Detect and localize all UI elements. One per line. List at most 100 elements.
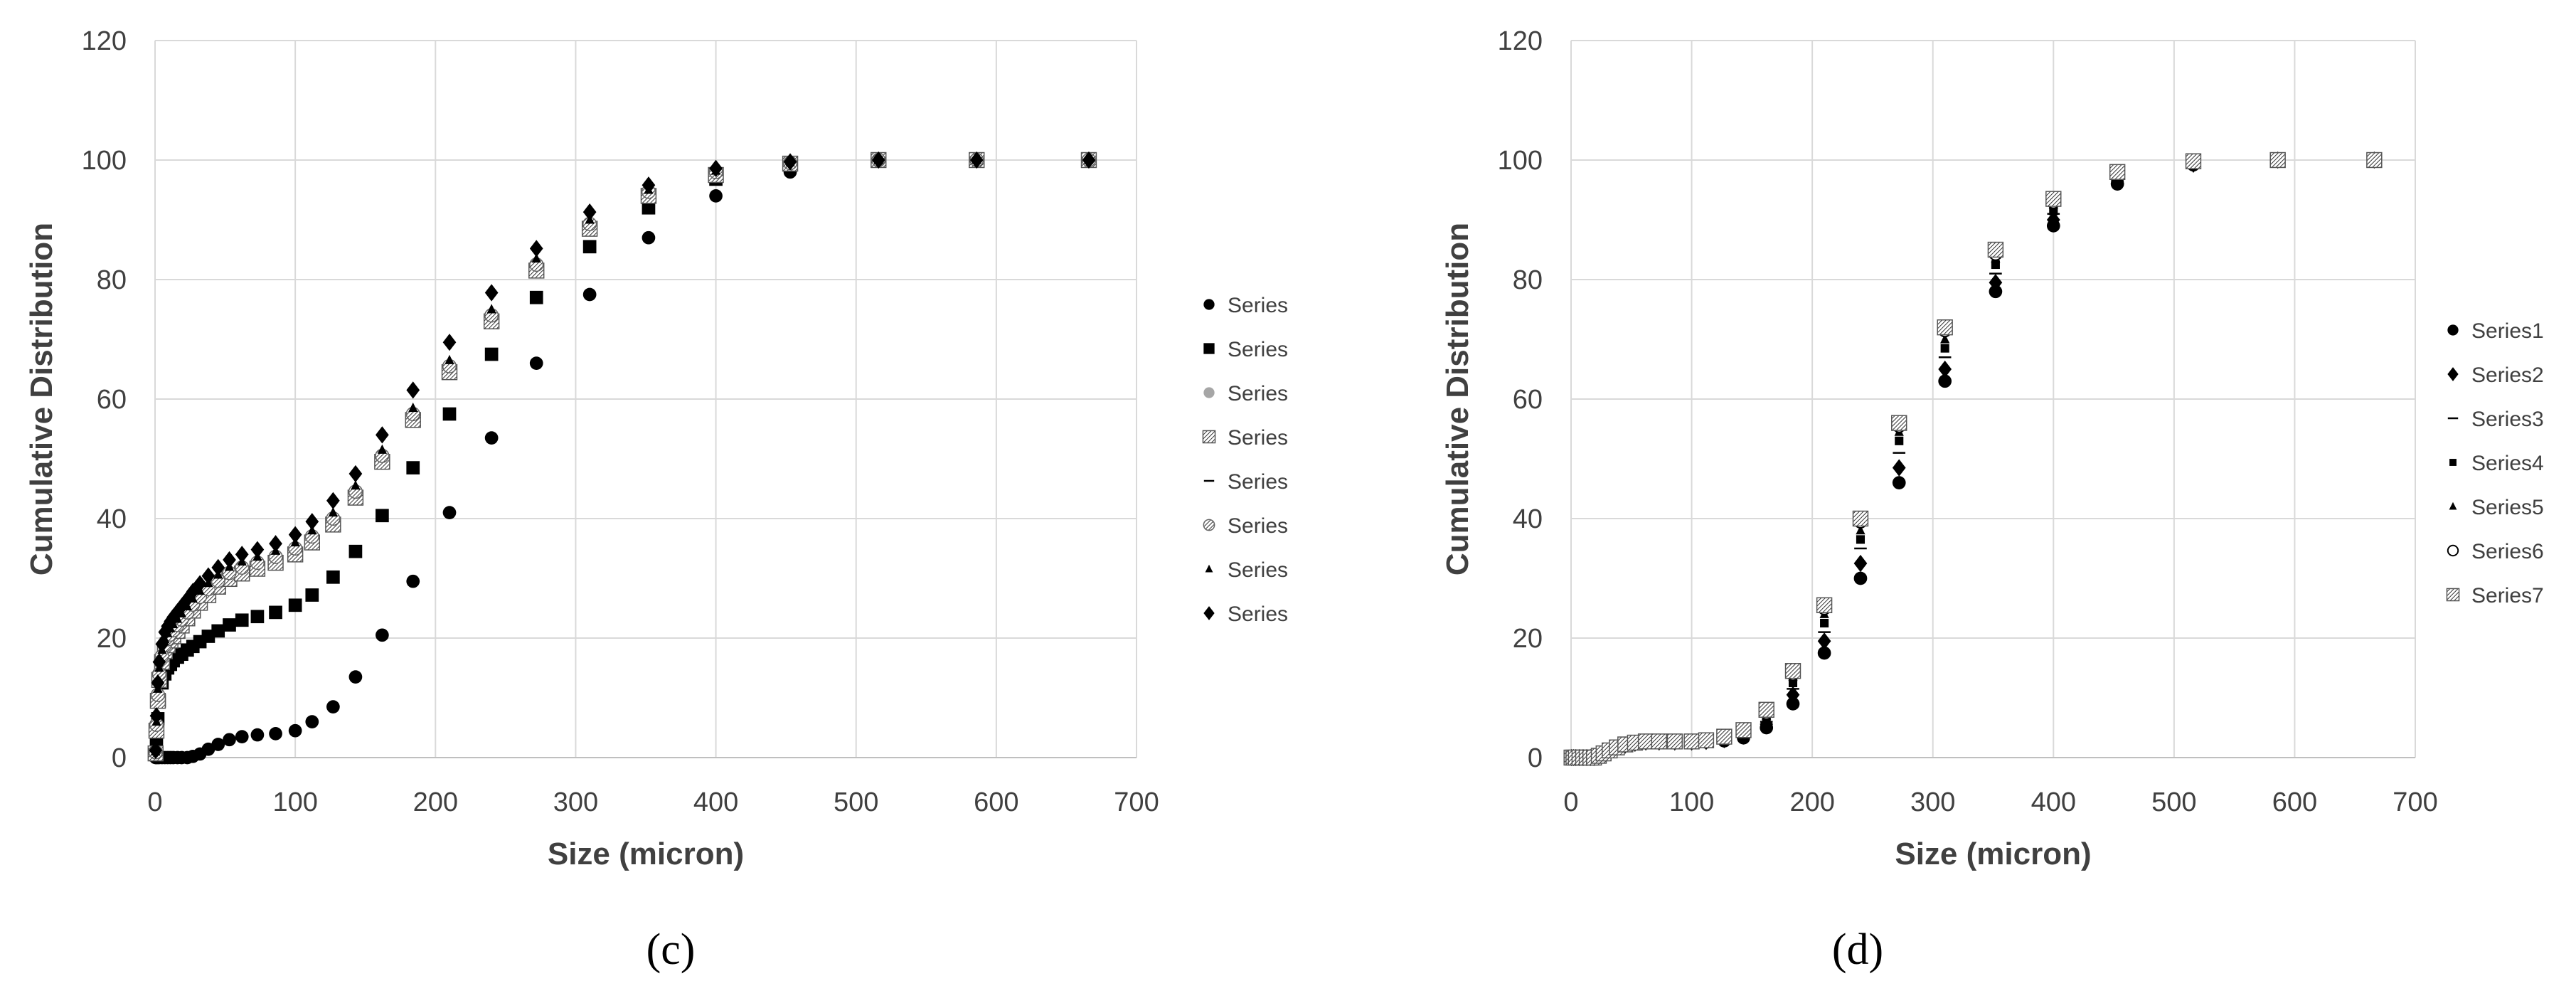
chart-c-point-s0-26 bbox=[442, 506, 457, 519]
chart-d-legend-marker-5 bbox=[2447, 544, 2459, 557]
chart-d-point-s6-28 bbox=[2045, 191, 2062, 207]
chart-c-point-s1-28 bbox=[529, 290, 543, 304]
chart-d-point-s0-23 bbox=[1817, 646, 1831, 660]
chart-d-point-s1-27 bbox=[1989, 274, 2003, 292]
chart-d-x-tick-label-2: 200 bbox=[1789, 787, 1834, 817]
chart-c-legend-marker-2 bbox=[1203, 387, 1215, 398]
chart-c-x-tick-label-4: 400 bbox=[693, 787, 738, 817]
chart-c-point-s7-15 bbox=[211, 558, 225, 576]
chart-c-point-s7-29 bbox=[582, 203, 597, 221]
chart-c-point-s6-25 bbox=[408, 402, 418, 413]
chart-c-point-s1-18 bbox=[250, 610, 265, 624]
chart-c-point-s7-0 bbox=[149, 741, 163, 760]
chart-d-point-s6-24 bbox=[1852, 510, 1869, 527]
chart-c-point-s0-20 bbox=[288, 723, 302, 738]
chart-c-point-s0-21 bbox=[305, 715, 319, 728]
chart-d-point-s0-26 bbox=[1938, 374, 1952, 388]
chart-c-series-5 bbox=[148, 152, 1097, 760]
chart-d-legend-label-6: Series7 bbox=[2471, 584, 2544, 607]
chart-c-point-s6-22 bbox=[328, 506, 338, 517]
chart-d-legend-label-5: Series6 bbox=[2471, 540, 2544, 563]
chart-d-gridlines bbox=[1570, 40, 2416, 758]
chart-c-point-s7-4 bbox=[155, 635, 169, 653]
chart-c-point-s1-20 bbox=[288, 598, 302, 612]
chart-d-series-0 bbox=[1565, 153, 2381, 765]
chart-c-legend-marker-3 bbox=[1202, 430, 1216, 444]
chart-d-svg: 0 100 200 300 400 500 600 700 0 20 40 60 80 100 120 Siz… bbox=[1440, 26, 2544, 871]
chart-c-point-s6-28 bbox=[531, 253, 541, 263]
chart-d-legend-label-4: Series5 bbox=[2471, 496, 2544, 519]
chart-c-point-s7-14 bbox=[201, 567, 215, 585]
chart-d-x-axis-title: Size (micron) bbox=[1895, 837, 2091, 871]
chart-d-legend-label-0: Series1 bbox=[2471, 319, 2544, 343]
chart-d-legend-label-2: Series3 bbox=[2471, 408, 2544, 431]
chart-c-point-s7-18 bbox=[250, 541, 265, 558]
chart-c-x-tick-label-6: 600 bbox=[974, 787, 1018, 817]
chart-d-point-s6-30 bbox=[2185, 153, 2202, 169]
chart-d-y-tick-label-6: 120 bbox=[1498, 26, 1543, 56]
chart-c-point-s7-28 bbox=[529, 240, 543, 258]
chart-c-y-tick-label-0: 0 bbox=[112, 743, 127, 773]
chart-c-y-axis-title: Cumulative Distribution bbox=[24, 223, 59, 575]
chart-d-point-s6-17 bbox=[1683, 733, 1700, 750]
chart-c-point-s0-16 bbox=[223, 733, 236, 747]
chart-d-legend-marker-3 bbox=[2449, 459, 2457, 466]
chart-c-legend-marker-5 bbox=[1203, 519, 1215, 531]
chart-c-point-s7-22 bbox=[326, 492, 340, 509]
chart-c-y-tick-label-5: 100 bbox=[82, 146, 127, 176]
chart-c-point-s0-18 bbox=[250, 728, 265, 742]
chart-c-point-s0-19 bbox=[269, 727, 282, 741]
chart-c-point-s0-24 bbox=[376, 628, 389, 642]
chart-d-point-s0-27 bbox=[1989, 285, 2003, 299]
chart-c-legend-marker-6 bbox=[1205, 564, 1213, 573]
chart-c-point-s0-31 bbox=[709, 189, 723, 203]
chart-c-point-s1-24 bbox=[376, 509, 389, 523]
chart-c-point-s7-2 bbox=[151, 674, 165, 692]
chart-d-point-s1-24 bbox=[1853, 554, 1868, 573]
chart-c-series-1 bbox=[149, 153, 1096, 762]
chart-d-x-tick-label-0: 0 bbox=[1563, 787, 1578, 817]
chart-c-x-axis-title: Size (micron) bbox=[548, 837, 744, 871]
chart-panel-d: 0 100 200 300 400 500 600 700 0 20 40 60 80 100 120 Siz… bbox=[1288, 0, 2576, 999]
chart-c-x-tick-label-1: 100 bbox=[272, 787, 317, 817]
chart-c-legend-marker-1 bbox=[1203, 343, 1215, 354]
chart-c-legend-label-0: Series1 bbox=[1228, 294, 1288, 317]
chart-d-point-s6-32 bbox=[2366, 152, 2383, 169]
chart-d-point-s6-15 bbox=[1651, 733, 1667, 750]
chart-d-legend-marker-4 bbox=[2449, 502, 2457, 510]
chart-d-point-s6-21 bbox=[1758, 701, 1774, 718]
chart-c-legend-marker-0 bbox=[1203, 299, 1215, 310]
chart-c-legend-marker-7 bbox=[1203, 606, 1215, 620]
chart-d-series-2 bbox=[1565, 159, 2381, 759]
chart-c-point-s7-11 bbox=[180, 590, 194, 608]
chart-c-point-s7-32 bbox=[783, 153, 797, 171]
chart-c-point-s0-28 bbox=[529, 356, 543, 370]
chart-c-legend: Series1 Series2 Series3 Series4 Series5 Serie… bbox=[1202, 294, 1311, 626]
chart-c-point-s1-25 bbox=[406, 461, 420, 474]
chart-d-point-s3-25 bbox=[1895, 436, 1904, 445]
chart-c-x-tick-label-7: 700 bbox=[1114, 787, 1159, 817]
chart-c-point-s1-21 bbox=[305, 588, 319, 602]
chart-c-point-s0-30 bbox=[642, 230, 656, 245]
chart-d-point-s6-22 bbox=[1784, 663, 1801, 679]
chart-c-legend-label-7: Series10 bbox=[1228, 603, 1288, 626]
chart-d-x-tick-label-1: 100 bbox=[1669, 787, 1714, 817]
chart-d-point-s6-16 bbox=[1666, 733, 1683, 750]
chart-d-y-tick-label-0: 0 bbox=[1528, 743, 1543, 773]
chart-d-point-s6-26 bbox=[1937, 319, 1953, 336]
chart-d-point-s6-29 bbox=[2109, 164, 2126, 181]
chart-d-point-s4-26 bbox=[1940, 334, 1950, 344]
chart-c-point-s7-31 bbox=[709, 159, 723, 177]
chart-d-point-s6-18 bbox=[1698, 732, 1715, 748]
chart-d-y-tick-label-5: 100 bbox=[1498, 146, 1543, 176]
chart-c-legend-label-5: Series6 bbox=[1228, 514, 1288, 538]
chart-d-series-1 bbox=[1565, 151, 2381, 767]
chart-c-point-s0-15 bbox=[211, 738, 225, 751]
chart-c-point-s6-23 bbox=[351, 480, 361, 490]
chart-d-point-s1-26 bbox=[1938, 360, 1952, 378]
chart-d-legend: Series1 Series2 Series3 Series4 Series5 Serie… bbox=[2446, 319, 2544, 607]
chart-d-legend-marker-0 bbox=[2447, 324, 2459, 336]
chart-d-point-s3-26 bbox=[1940, 344, 1949, 353]
chart-d-x-tick-label-4: 400 bbox=[2031, 787, 2076, 817]
